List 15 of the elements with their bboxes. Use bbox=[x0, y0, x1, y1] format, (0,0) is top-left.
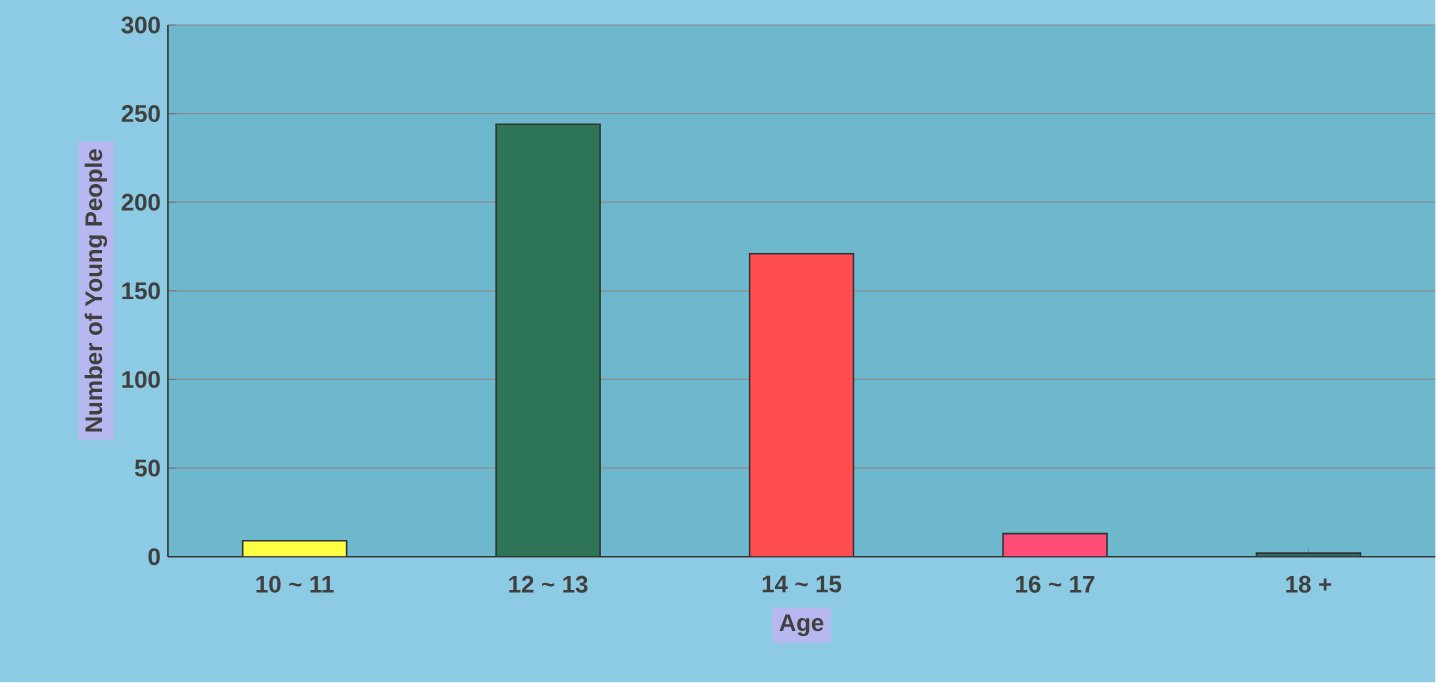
x-tick-label: 12 ~ 13 bbox=[509, 575, 588, 593]
x-tick-label: 18 + bbox=[1286, 575, 1332, 593]
y-tick-label: 250 bbox=[121, 105, 160, 123]
y-tick-label: 0 bbox=[148, 548, 160, 566]
y-axis-title: Number of Young People bbox=[84, 149, 108, 432]
x-axis-title: Age bbox=[779, 614, 824, 637]
bar bbox=[748, 253, 855, 557]
y-tick-label: 300 bbox=[121, 16, 160, 34]
y-tick-label: 100 bbox=[122, 371, 160, 389]
y-tick-label: 150 bbox=[122, 282, 160, 300]
y-tick-label: 50 bbox=[134, 459, 160, 477]
x-tick-label: 16 ~ 17 bbox=[1016, 575, 1095, 593]
y-tick-label: 200 bbox=[121, 193, 160, 211]
x-tick-label: 10 ~ 11 bbox=[256, 575, 334, 593]
x-tick-label: 14 ~ 15 bbox=[762, 575, 842, 593]
